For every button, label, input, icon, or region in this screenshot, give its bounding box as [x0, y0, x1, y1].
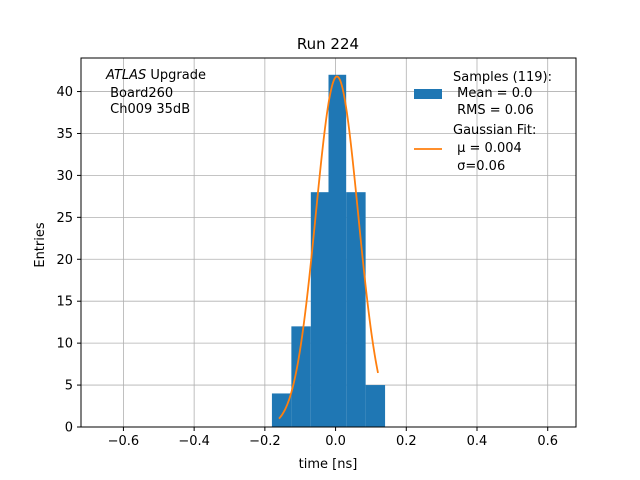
histogram-bar: [346, 192, 366, 427]
y-tick-label: 10: [56, 337, 73, 352]
x-tick-label: 0.4: [467, 434, 488, 449]
gaussian-fit: [278, 75, 379, 420]
legend-hist-rms: RMS = 0.06: [453, 103, 534, 118]
legend: Samples (119): Mean = 0.0 RMS = 0.06 Gau…: [414, 70, 552, 174]
histogram-bar: [310, 192, 329, 427]
chart-title: Run 224: [297, 35, 359, 53]
x-tick-label: 0.2: [396, 434, 417, 449]
histogram-bar: [271, 393, 292, 427]
x-tick-label: −0.6: [108, 434, 140, 449]
legend-fit-sigma: σ=0.06: [453, 159, 505, 174]
y-tick-label: 0: [65, 421, 73, 436]
y-tick-label: 20: [56, 253, 73, 268]
y-tick-label: 15: [56, 295, 73, 310]
y-axis-label: Entries: [33, 222, 48, 268]
legend-hist-swatch: [414, 89, 442, 99]
annotation-channel: Ch009 35dB: [106, 102, 190, 117]
fit-curve: [278, 75, 379, 420]
axis-ticks: −0.6 −0.4 −0.2 0.0 0.2 0.4 0.6 0 5 10 15 20 25 30 35 40: [56, 85, 558, 449]
histogram-bars: [271, 74, 386, 427]
x-tick-label: −0.2: [249, 434, 281, 449]
x-tick-label: 0.6: [537, 434, 558, 449]
y-tick-label: 40: [56, 85, 73, 100]
annotation-board: Board260: [106, 86, 173, 101]
legend-fit-name: Gaussian Fit:: [453, 123, 536, 138]
y-tick-label: 30: [56, 169, 73, 184]
histogram-bar: [365, 385, 386, 427]
plot-frame: [80, 57, 577, 428]
y-tick-label: 35: [56, 127, 73, 142]
y-tick-label: 25: [56, 211, 73, 226]
legend-fit-mu: μ = 0.004: [453, 141, 522, 156]
annotation-atlas: ATLAS: [105, 68, 146, 83]
atlas-annotation: ATLAS Upgrade Board260 Ch009 35dB: [105, 68, 206, 117]
annotation-upgrade: Upgrade: [146, 68, 206, 83]
x-tick-label: 0.0: [325, 434, 346, 449]
histogram-bar: [291, 326, 311, 427]
legend-hist-mean: Mean = 0.0: [453, 86, 532, 101]
y-tick-label: 5: [65, 379, 73, 394]
legend-hist-name: Samples (119):: [453, 70, 552, 85]
x-tick-label: −0.4: [178, 434, 210, 449]
x-axis-label: time [ns]: [299, 457, 358, 472]
histogram-bar: [328, 74, 347, 427]
annotation-title: ATLAS Upgrade: [105, 68, 206, 83]
